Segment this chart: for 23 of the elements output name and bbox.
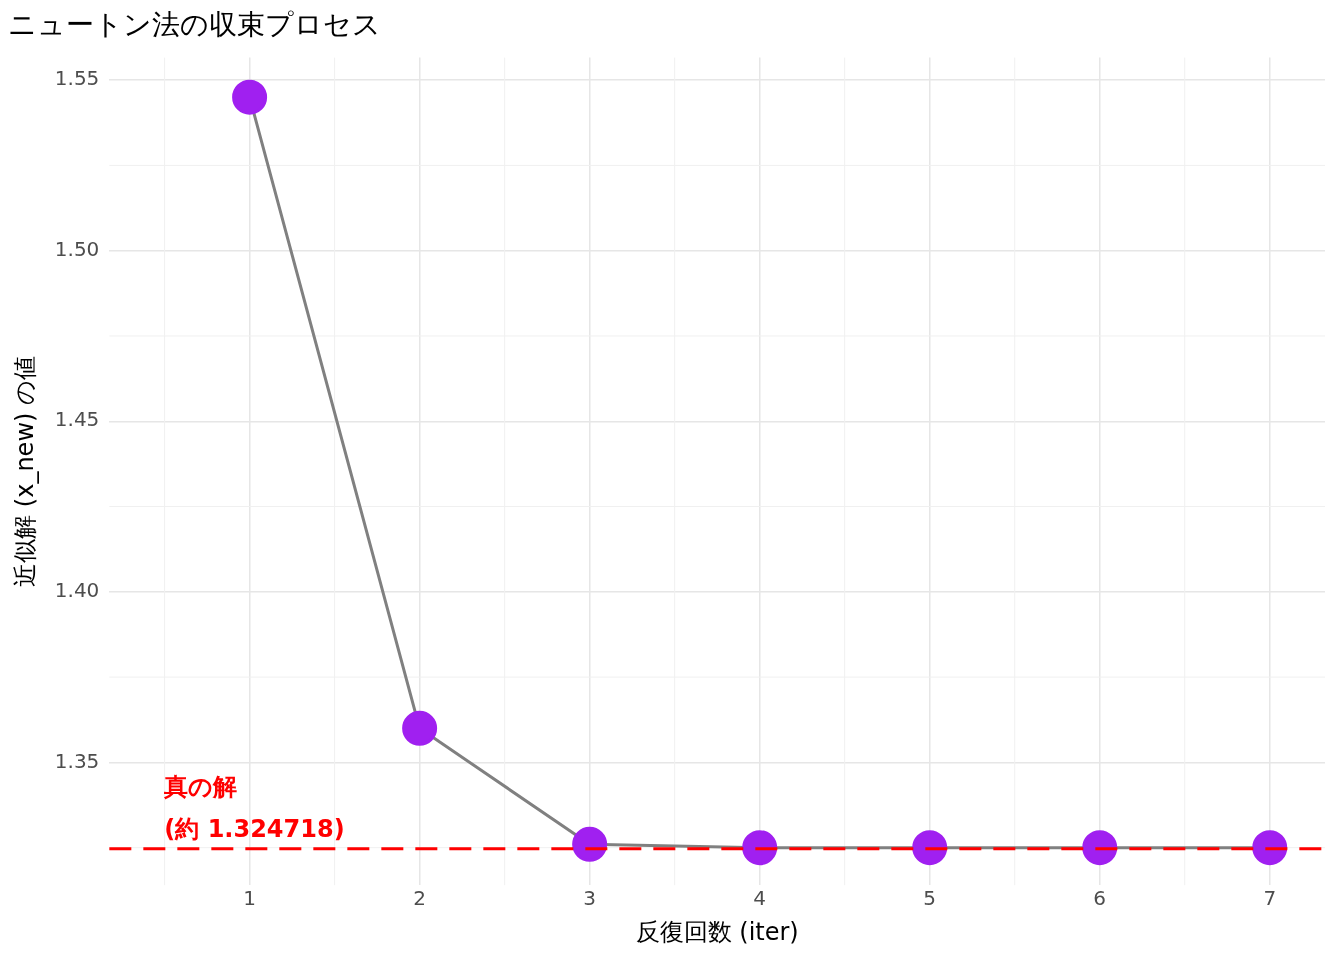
y-axis-title: 近似解 (x_new) の値 <box>10 356 39 587</box>
y-tick-label: 1.50 <box>54 236 100 261</box>
point <box>232 79 268 115</box>
x-axis-title: 反復回数 (iter) <box>635 917 799 946</box>
point <box>402 710 438 746</box>
x-tick-label: 1 <box>243 886 256 911</box>
x-tick-label: 4 <box>753 886 767 911</box>
y-tick-label: 1.45 <box>54 407 100 432</box>
point <box>1082 830 1118 866</box>
x-tick-label: 6 <box>1093 886 1107 911</box>
y-tick-label: 1.40 <box>54 578 100 603</box>
point <box>912 830 948 866</box>
y-tick-label: 1.55 <box>54 66 100 91</box>
x-tick-label: 5 <box>923 886 937 911</box>
x-tick-label: 2 <box>413 886 426 911</box>
point <box>742 830 778 866</box>
point <box>1252 830 1288 866</box>
ref-line-label: 真の解 (約 1.324718) <box>163 772 345 843</box>
x-tick-label: 7 <box>1263 886 1277 911</box>
point <box>572 826 608 862</box>
y-tick-label: 1.35 <box>54 748 100 773</box>
chart-title: ニュートン法の収束プロセス <box>8 8 381 42</box>
x-tick-label: 3 <box>583 886 597 911</box>
